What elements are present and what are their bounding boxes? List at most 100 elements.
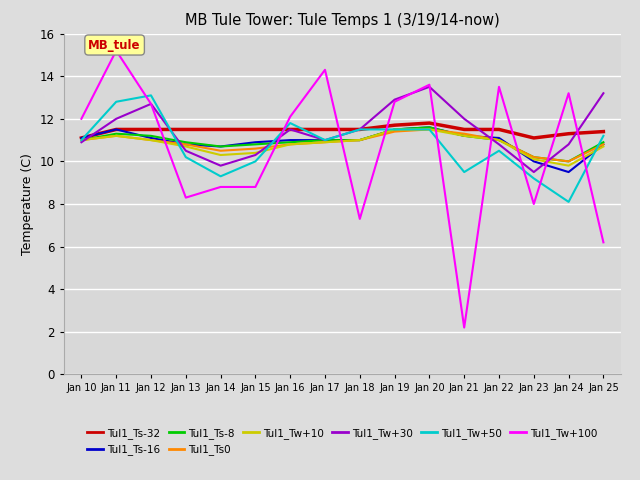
Line: Tul1_Tw+50: Tul1_Tw+50 xyxy=(81,96,604,202)
Tul1_Tw+10 xyxy=(391,127,399,132)
Tul1_Tw+50 xyxy=(356,127,364,132)
Text: MB_tule: MB_tule xyxy=(88,38,141,51)
Tul1_Ts-32 xyxy=(460,127,468,132)
Tul1_Ts-32 xyxy=(321,127,329,132)
Line: Tul1_Tw+30: Tul1_Tw+30 xyxy=(81,87,604,172)
Tul1_Tw+50 xyxy=(286,120,294,126)
Tul1_Ts-32 xyxy=(356,127,364,132)
Tul1_Tw+30 xyxy=(217,163,225,168)
Tul1_Ts-32 xyxy=(600,129,607,134)
Tul1_Ts-16 xyxy=(321,137,329,143)
Tul1_Tw+50 xyxy=(391,127,399,132)
Tul1_Ts-32 xyxy=(182,127,189,132)
Tul1_Tw+50 xyxy=(252,158,259,164)
Tul1_Tw+10 xyxy=(321,139,329,145)
Tul1_Ts-32 xyxy=(286,127,294,132)
Tul1_Ts-32 xyxy=(217,127,225,132)
Tul1_Ts-32 xyxy=(530,135,538,141)
Line: Tul1_Ts-16: Tul1_Ts-16 xyxy=(81,127,604,172)
Tul1_Tw+30 xyxy=(391,97,399,103)
Tul1_Tw+100 xyxy=(113,48,120,54)
Tul1_Tw+30 xyxy=(286,127,294,132)
Tul1_Ts-16 xyxy=(217,144,225,149)
Line: Tul1_Ts-32: Tul1_Ts-32 xyxy=(81,123,604,138)
Tul1_Tw+30 xyxy=(321,137,329,143)
Tul1_Tw+100 xyxy=(147,101,155,107)
Tul1_Tw+100 xyxy=(600,240,607,245)
Tul1_Ts-8 xyxy=(77,137,85,143)
Tul1_Tw+50 xyxy=(113,99,120,105)
Tul1_Tw+10 xyxy=(356,137,364,143)
Tul1_Ts-32 xyxy=(426,120,433,126)
Tul1_Tw+50 xyxy=(495,148,503,154)
Tul1_Ts-32 xyxy=(147,127,155,132)
Tul1_Ts-16 xyxy=(286,137,294,143)
Tul1_Ts-8 xyxy=(391,127,399,132)
Tul1_Ts-8 xyxy=(252,142,259,147)
Tul1_Ts-16 xyxy=(495,135,503,141)
Tul1_Tw+10 xyxy=(460,133,468,139)
Tul1_Ts-8 xyxy=(460,133,468,139)
Tul1_Tw+30 xyxy=(147,101,155,107)
Tul1_Ts-32 xyxy=(113,127,120,132)
Tul1_Tw+100 xyxy=(564,90,572,96)
Tul1_Ts0 xyxy=(391,129,399,134)
Tul1_Tw+100 xyxy=(391,99,399,105)
Tul1_Ts-32 xyxy=(495,127,503,132)
Tul1_Tw+50 xyxy=(460,169,468,175)
Tul1_Ts-8 xyxy=(147,133,155,139)
Tul1_Ts0 xyxy=(113,133,120,139)
Tul1_Ts-16 xyxy=(147,135,155,141)
Tul1_Ts0 xyxy=(286,142,294,147)
Tul1_Tw+100 xyxy=(252,184,259,190)
Line: Tul1_Tw+10: Tul1_Tw+10 xyxy=(81,130,604,166)
Title: MB Tule Tower: Tule Temps 1 (3/19/14-now): MB Tule Tower: Tule Temps 1 (3/19/14-now… xyxy=(185,13,500,28)
Tul1_Tw+30 xyxy=(460,116,468,121)
Line: Tul1_Ts0: Tul1_Ts0 xyxy=(81,130,604,161)
Tul1_Ts-16 xyxy=(391,127,399,132)
Tul1_Ts0 xyxy=(356,137,364,143)
Tul1_Ts0 xyxy=(252,146,259,152)
Tul1_Ts0 xyxy=(530,154,538,160)
Tul1_Tw+30 xyxy=(113,116,120,121)
Tul1_Ts0 xyxy=(600,142,607,147)
Tul1_Ts-8 xyxy=(600,139,607,145)
Tul1_Tw+30 xyxy=(495,142,503,147)
Tul1_Ts-16 xyxy=(564,169,572,175)
Tul1_Tw+100 xyxy=(77,116,85,121)
Tul1_Tw+30 xyxy=(600,90,607,96)
Tul1_Tw+10 xyxy=(530,156,538,162)
Tul1_Tw+10 xyxy=(286,142,294,147)
Tul1_Ts-8 xyxy=(530,154,538,160)
Tul1_Ts-16 xyxy=(182,142,189,147)
Tul1_Tw+10 xyxy=(426,127,433,132)
Tul1_Ts-32 xyxy=(77,135,85,141)
Tul1_Ts-8 xyxy=(182,139,189,145)
Tul1_Tw+50 xyxy=(564,199,572,205)
Tul1_Tw+50 xyxy=(600,133,607,139)
Tul1_Tw+10 xyxy=(182,144,189,149)
Tul1_Ts-32 xyxy=(391,122,399,128)
Tul1_Tw+10 xyxy=(252,150,259,156)
Tul1_Ts-32 xyxy=(564,131,572,137)
Tul1_Tw+100 xyxy=(217,184,225,190)
Tul1_Ts0 xyxy=(495,137,503,143)
Tul1_Tw+50 xyxy=(77,137,85,143)
Tul1_Ts-16 xyxy=(113,127,120,132)
Tul1_Tw+50 xyxy=(217,173,225,179)
Tul1_Ts-8 xyxy=(286,139,294,145)
Tul1_Ts0 xyxy=(77,137,85,143)
Tul1_Ts0 xyxy=(564,158,572,164)
Tul1_Tw+10 xyxy=(77,137,85,143)
Tul1_Tw+30 xyxy=(426,84,433,90)
Tul1_Tw+30 xyxy=(77,139,85,145)
Legend: Tul1_Ts-32, Tul1_Ts-16, Tul1_Ts-8, Tul1_Ts0, Tul1_Tw+10, Tul1_Tw+30, Tul1_Tw+50,: Tul1_Ts-32, Tul1_Ts-16, Tul1_Ts-8, Tul1_… xyxy=(83,424,602,459)
Tul1_Tw+50 xyxy=(321,137,329,143)
Tul1_Ts-32 xyxy=(252,127,259,132)
Tul1_Tw+100 xyxy=(182,195,189,201)
Tul1_Ts-8 xyxy=(356,137,364,143)
Tul1_Tw+30 xyxy=(564,142,572,147)
Line: Tul1_Ts-8: Tul1_Ts-8 xyxy=(81,127,604,161)
Tul1_Tw+100 xyxy=(356,216,364,222)
Tul1_Ts-8 xyxy=(564,158,572,164)
